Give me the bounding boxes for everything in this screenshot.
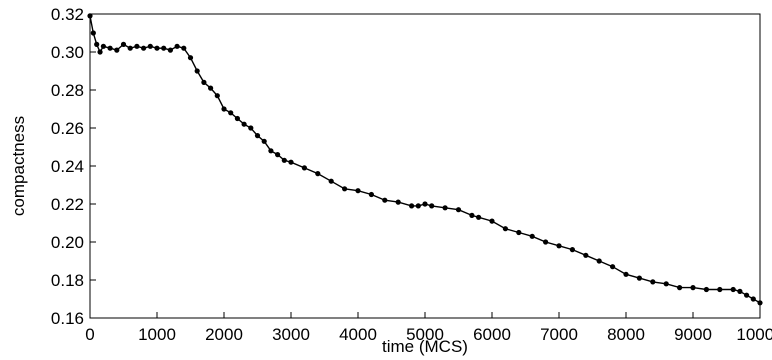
y-tick-label: 0.20 (51, 233, 84, 252)
data-point (181, 45, 187, 51)
data-point (228, 110, 234, 116)
data-point (395, 199, 401, 205)
data-point (248, 125, 254, 131)
data-point (194, 68, 200, 74)
y-tick-label: 0.16 (51, 309, 84, 328)
data-point (529, 233, 535, 239)
data-point (476, 214, 482, 220)
data-point (315, 171, 321, 177)
data-point (703, 286, 710, 293)
data-point (382, 197, 388, 203)
data-point (187, 55, 194, 61)
x-axis-ticks: 0 1000 2000 3000 4000 5000 6000 7000 8000 9000 100… (85, 312, 772, 344)
data-point (744, 292, 750, 298)
data-point (355, 188, 361, 194)
data-point (583, 252, 589, 258)
data-point (234, 115, 240, 122)
x-tick-label: 1000 (138, 325, 176, 344)
data-point (415, 203, 421, 209)
data-point (442, 205, 448, 211)
data-point (201, 79, 207, 85)
data-point (167, 47, 173, 53)
data-point (214, 93, 220, 99)
data-point (97, 49, 103, 55)
x-tick-label: 3000 (272, 325, 310, 344)
data-point (623, 271, 629, 277)
data-point (730, 286, 736, 293)
data-point (429, 203, 435, 209)
y-tick-label: 0.18 (51, 271, 84, 290)
data-point (368, 191, 374, 198)
data-point (134, 43, 140, 49)
data-point (596, 258, 602, 264)
data-point (455, 207, 462, 213)
data-point (147, 43, 153, 49)
data-point (328, 178, 334, 184)
y-tick-label: 0.22 (51, 195, 84, 214)
data-point (288, 159, 294, 165)
x-tick-label: 9000 (674, 325, 712, 344)
x-axis-title: time (MCS) (382, 337, 468, 356)
data-point (120, 41, 127, 48)
data-point (281, 157, 287, 163)
data-point (154, 45, 160, 51)
data-point (750, 296, 756, 302)
data-point (757, 300, 763, 306)
data-point (90, 30, 96, 36)
x-tick-label: 6000 (473, 325, 511, 344)
data-point (87, 13, 93, 19)
y-axis-title: compactness (9, 116, 28, 216)
data-point (174, 43, 180, 49)
x-tick-label: 5000 (406, 325, 444, 344)
y-tick-label: 0.24 (51, 157, 84, 176)
data-point (569, 247, 576, 253)
y-axis-ticks: 0.16 0.18 0.20 0.22 0.24 0.26 0.28 0.30 0.32 (51, 5, 96, 328)
data-point (301, 165, 307, 171)
data-point (221, 106, 227, 112)
data-point (114, 47, 120, 53)
data-point (636, 275, 643, 281)
x-tick-label: 2000 (205, 325, 243, 344)
y-tick-label: 0.32 (51, 5, 84, 24)
x-tick-label: 0 (85, 325, 94, 344)
data-point (100, 43, 106, 49)
data-point (261, 138, 267, 144)
x-tick-label: 8000 (607, 325, 645, 344)
data-point (161, 45, 167, 51)
data-point (650, 279, 656, 285)
data-point (127, 45, 133, 51)
data-point (208, 85, 214, 91)
data-point (107, 45, 113, 51)
data-point (610, 264, 616, 270)
data-point (677, 285, 683, 291)
data-point (342, 186, 348, 192)
data-point (275, 152, 281, 158)
data-point (409, 203, 415, 209)
x-tick-label: 4000 (339, 325, 377, 344)
data-point (469, 212, 475, 218)
data-point (737, 288, 743, 294)
data-point (489, 218, 495, 224)
data-point (254, 133, 261, 139)
y-tick-label: 0.26 (51, 119, 84, 138)
data-point (717, 286, 723, 293)
data-point (141, 45, 147, 51)
data-point (556, 243, 562, 249)
data-point (94, 41, 100, 48)
data-point (690, 285, 696, 291)
data-point (516, 229, 522, 236)
data-point (543, 239, 549, 245)
y-tick-label: 0.28 (51, 81, 84, 100)
data-point (422, 201, 428, 207)
data-point (502, 226, 508, 232)
data-point (241, 121, 247, 127)
data-point (663, 281, 669, 287)
y-tick-label: 0.30 (51, 43, 84, 62)
x-tick-label: 7000 (540, 325, 578, 344)
series-markers (87, 13, 763, 306)
data-point (268, 148, 274, 154)
